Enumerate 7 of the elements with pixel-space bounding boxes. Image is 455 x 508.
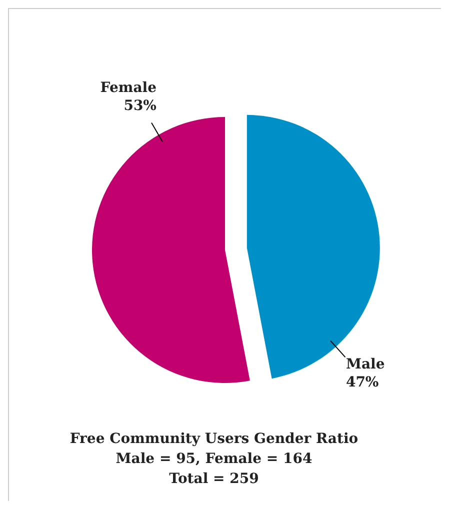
text: Total = 259 bbox=[168, 470, 260, 489]
data-label: 47% bbox=[346, 374, 379, 391]
text: Free Community Users Gender Ratio bbox=[68, 430, 360, 449]
slice-label: Male bbox=[346, 356, 385, 373]
slice-label: Female bbox=[100, 80, 157, 96]
data-label: 53% bbox=[124, 98, 156, 114]
text: Male = 95, Female = 164 bbox=[114, 450, 314, 469]
